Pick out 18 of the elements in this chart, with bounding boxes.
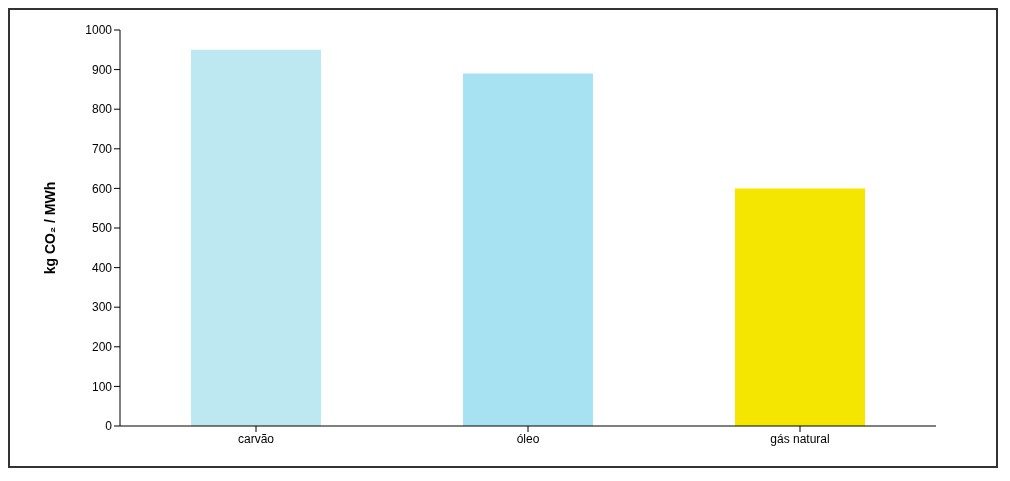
bar [463,73,593,426]
y-tick-label: 900 [91,62,113,77]
y-tick-label: 600 [91,181,113,196]
y-tick-label: 100 [91,379,113,394]
y-tick-label: 0 [105,419,113,434]
y-tick-label: 400 [91,260,113,275]
y-tick-label: 800 [91,102,113,117]
bar [191,49,321,426]
x-tick-label: gás natural [770,431,830,446]
y-tick-label: 1000 [85,23,113,38]
y-tick-label: 700 [91,142,113,157]
y-tick-label: 300 [91,300,113,315]
y-tick-label: 500 [91,221,113,236]
y-tick-label: 200 [91,340,113,355]
x-tick-label: carvão [237,431,275,446]
y-axis-title: kg CO₂ / MWh [41,181,58,275]
bar [735,188,865,426]
x-tick-label: óleo [516,431,540,446]
